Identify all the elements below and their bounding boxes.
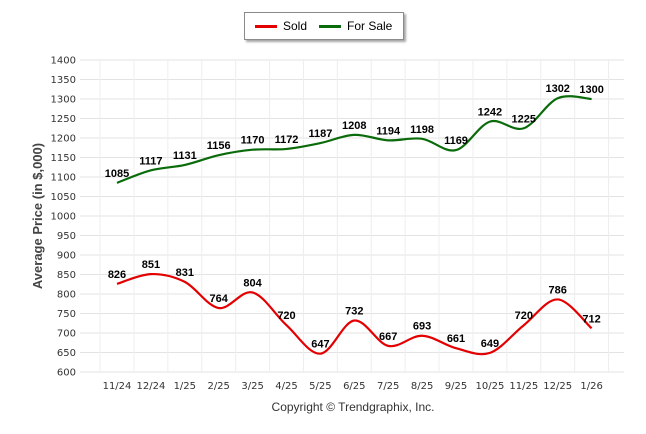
x-tick-label: 8/25 [411, 381, 433, 392]
y-tick-label: 750 [57, 309, 76, 320]
y-tick-label: 900 [57, 251, 76, 262]
y-tick-label: 1300 [51, 95, 76, 106]
data-label-for-sale: 1170 [241, 135, 265, 147]
x-tick-label: 7/25 [377, 381, 399, 392]
x-tick-label: 9/25 [445, 381, 467, 392]
data-label-sold: 661 [447, 333, 465, 345]
legend-item-for-sale: For Sale [319, 19, 392, 33]
data-label-for-sale: 1242 [478, 107, 502, 119]
data-label-for-sale: 1117 [139, 155, 162, 167]
series-lines [116, 95, 593, 356]
data-label-for-sale: 1300 [579, 84, 603, 96]
x-tick-label: 4/25 [275, 381, 297, 392]
series-line-for-sale [116, 95, 592, 184]
y-tick-label: 1350 [51, 75, 76, 86]
data-label-sold: 831 [176, 267, 194, 279]
x-tick-label: 6/25 [343, 381, 365, 392]
chart-legend: Sold For Sale [244, 12, 404, 40]
data-label-for-sale: 1169 [444, 135, 468, 147]
data-label-sold: 786 [549, 284, 567, 296]
legend-label-for-sale: For Sale [347, 19, 393, 33]
legend-swatch-sold [255, 24, 277, 28]
y-tick-label: 850 [57, 270, 76, 281]
y-tick-label: 1400 [51, 56, 76, 67]
data-label-for-sale: 1198 [410, 124, 434, 136]
data-label-sold: 720 [515, 310, 533, 322]
x-tick-label: 1/26 [580, 381, 602, 392]
data-label-for-sale: 1131 [173, 150, 197, 162]
y-tick-label: 1150 [51, 153, 76, 164]
copyright-text: Copyright © Trendgraphix, Inc. [271, 400, 435, 414]
data-label-sold: 649 [481, 338, 499, 350]
y-tick-label: 800 [57, 290, 76, 301]
y-tick-label: 950 [57, 231, 76, 242]
y-tick-label: 1000 [51, 212, 76, 223]
y-tick-label: 1200 [51, 134, 76, 145]
y-axis-ticks: 600 650 700 750 800 850 900 950 1000 1050 1100 1150… [51, 56, 76, 379]
data-label-for-sale: 1194 [376, 125, 401, 137]
data-label-for-sale: 1172 [275, 134, 299, 146]
x-tick-label: 2/25 [207, 381, 229, 392]
x-tick-label: 12/25 [543, 381, 572, 392]
data-labels: 826 851 831 764 804 720 647 732 667 693 661 649 720 7… [105, 83, 604, 350]
data-label-for-sale: 1187 [308, 128, 332, 140]
legend-swatch-for-sale [319, 24, 341, 28]
legend-label-sold: Sold [283, 19, 308, 33]
data-label-sold: 804 [243, 277, 262, 289]
y-tick-label: 1050 [51, 192, 76, 203]
x-tick-label: 11/25 [509, 381, 538, 392]
data-label-sold: 693 [413, 321, 431, 333]
data-label-for-sale: 1208 [342, 120, 366, 132]
data-label-sold: 826 [108, 269, 126, 281]
y-axis-label: Average Price (in $,000) [30, 143, 45, 289]
x-tick-label: 10/25 [475, 381, 504, 392]
data-label-sold: 851 [142, 259, 160, 271]
y-tick-label: 1100 [51, 173, 76, 184]
data-label-for-sale: 1225 [512, 113, 536, 125]
data-label-for-sale: 1085 [105, 168, 129, 180]
x-axis-ticks: 11/24 12/24 1/25 2/25 3/25 4/25 5/25 6/25 7/25 8/… [103, 381, 603, 392]
y-tick-label: 700 [57, 329, 76, 340]
y-tick-label: 1250 [51, 114, 76, 125]
y-tick-label: 650 [57, 348, 76, 359]
data-label-sold: 712 [582, 313, 600, 325]
x-tick-label: 3/25 [241, 381, 263, 392]
legend-item-sold: Sold [255, 19, 307, 33]
x-tick-label: 1/25 [174, 381, 196, 392]
y-tick-label: 600 [57, 368, 76, 379]
data-label-sold: 667 [379, 331, 397, 343]
x-tick-label: 5/25 [309, 381, 331, 392]
grid-lines [80, 59, 624, 373]
data-label-sold: 732 [345, 306, 363, 318]
data-label-for-sale: 1302 [545, 83, 569, 95]
data-label-sold: 647 [311, 339, 329, 351]
data-label-sold: 764 [210, 293, 229, 305]
data-label-for-sale: 1156 [207, 140, 231, 152]
x-tick-label: 11/24 [103, 381, 132, 392]
x-tick-label: 12/24 [136, 381, 165, 392]
data-label-sold: 720 [277, 310, 295, 322]
